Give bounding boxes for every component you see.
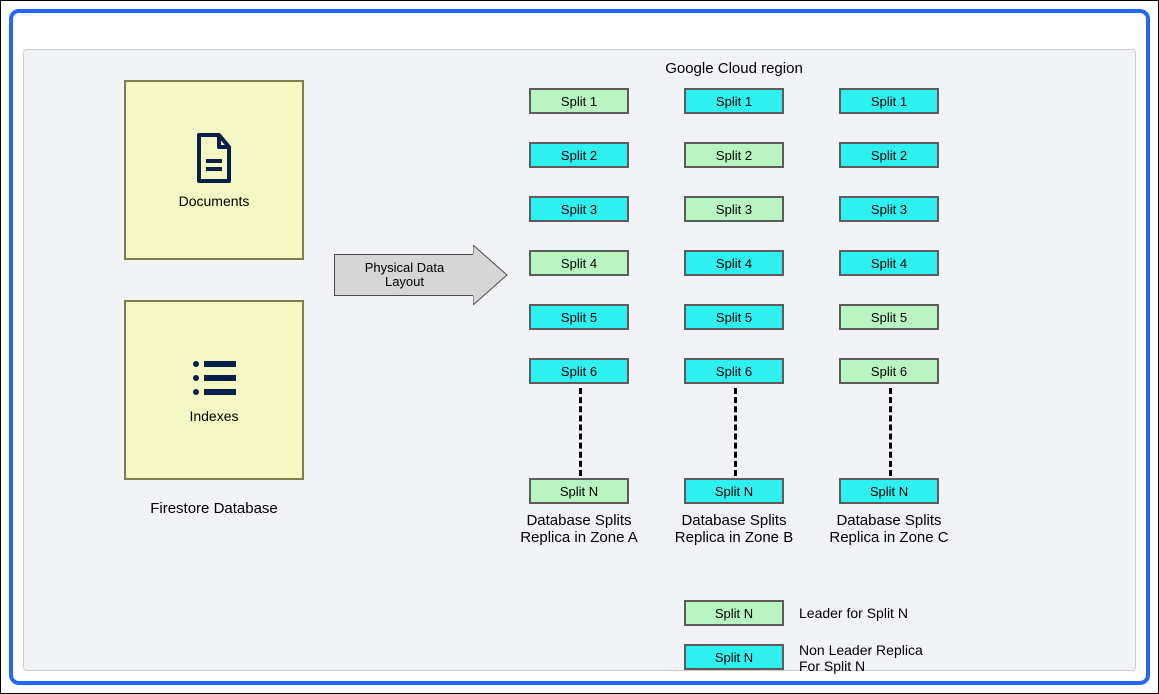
split-box: Split 6 [684,358,784,384]
column-caption: Database SplitsReplica in Zone A [514,512,644,546]
documents-box: Documents [124,80,304,260]
legend-leader-box: Split N [684,600,784,626]
split-box: Split 1 [529,88,629,114]
split-box: Split N [839,478,939,504]
split-box: Split 4 [839,250,939,276]
title-bold: Google [29,19,91,39]
document-icon [189,131,239,185]
ellipsis-connector [734,388,737,476]
title-light: Cloud [91,19,143,39]
indexes-label: Indexes [189,408,238,424]
outer-frame: Google Cloud Documents [0,0,1159,694]
arrow-head-icon [473,245,513,305]
column-caption: Database SplitsReplica in Zone B [669,512,799,546]
indexes-box: Indexes [124,300,304,480]
split-box: Split 5 [684,304,784,330]
split-box: Split 2 [529,142,629,168]
split-box: Split 6 [839,358,939,384]
arrow-label: Physical Data Layout [365,261,444,290]
split-box: Split 4 [684,250,784,276]
split-box: Split 3 [684,196,784,222]
split-box: Split 5 [839,304,939,330]
firestore-caption: Firestore Database [124,500,304,517]
split-box: Split 1 [839,88,939,114]
column-caption: Database SplitsReplica in Zone C [824,512,954,546]
split-box: Split 6 [529,358,629,384]
indexes-icon [186,356,242,400]
region-title: Google Cloud region [504,60,964,77]
legend-replica-box: Split N [684,644,784,670]
ellipsis-connector [579,388,582,476]
split-box: Split 2 [684,142,784,168]
split-box: Split 5 [529,304,629,330]
cloud-title: Google Cloud [29,19,143,40]
cloud-frame: Google Cloud Documents [9,9,1150,685]
split-box: Split N [684,478,784,504]
ellipsis-connector [889,388,892,476]
inner-panel: Documents Indexes Firestore Database [23,49,1136,671]
split-box: Split 4 [529,250,629,276]
split-box: Split 2 [839,142,939,168]
split-box: Split 3 [839,196,939,222]
split-box: Split 3 [529,196,629,222]
split-box: Split N [529,478,629,504]
split-box: Split 1 [684,88,784,114]
documents-label: Documents [179,193,250,209]
legend-replica-text: Non Leader Replica For Split N [799,642,923,674]
legend-leader-text: Leader for Split N [799,605,908,621]
arrow: Physical Data Layout [334,245,509,305]
